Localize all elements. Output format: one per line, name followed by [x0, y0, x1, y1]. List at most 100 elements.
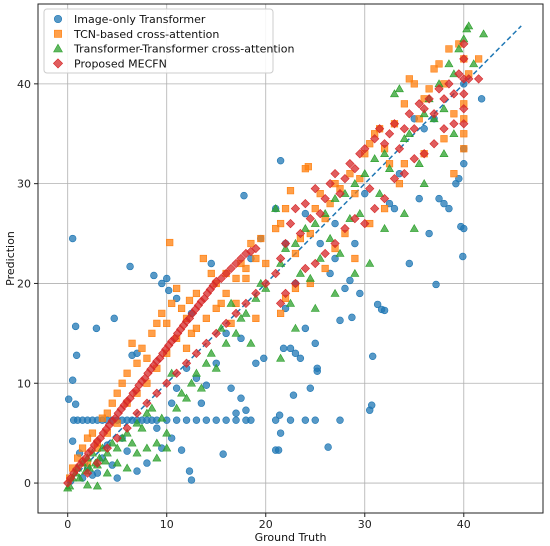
data-point: [162, 443, 172, 452]
x-tick-label: 0: [64, 518, 71, 531]
data-point: [330, 169, 340, 179]
data-point: [182, 393, 192, 402]
data-point: [191, 348, 202, 358]
data-point: [340, 174, 350, 184]
data-point: [112, 443, 122, 452]
data-point: [281, 204, 290, 213]
data-point: [300, 198, 310, 209]
legend-label: Proposed MECFN: [74, 57, 167, 70]
data-point: [276, 309, 285, 317]
data-point: [316, 239, 324, 248]
data-point: [444, 79, 454, 89]
data-point: [108, 399, 116, 407]
data-point: [346, 276, 354, 285]
data-point: [384, 129, 395, 139]
data-point: [275, 411, 284, 419]
data-point: [361, 189, 369, 198]
x-tick-label: 30: [358, 518, 372, 531]
data-point: [459, 252, 467, 261]
data-point: [475, 55, 483, 63]
data-point: [143, 354, 151, 362]
data-point: [449, 119, 459, 129]
data-point: [404, 109, 414, 119]
data-point: [310, 303, 320, 312]
data-point: [182, 416, 191, 424]
data-point: [330, 194, 340, 202]
data-point: [340, 223, 350, 234]
data-point: [425, 229, 433, 238]
data-point: [92, 481, 102, 490]
data-point: [295, 268, 305, 277]
data-point: [271, 268, 281, 279]
data-point: [479, 29, 489, 38]
data-point: [389, 89, 399, 98]
data-point: [168, 299, 176, 308]
data-point: [415, 194, 423, 203]
data-point: [110, 314, 118, 323]
data-point: [405, 259, 414, 268]
data-point: [400, 160, 408, 168]
data-point: [445, 204, 453, 213]
data-point: [148, 329, 156, 337]
data-point: [222, 416, 230, 424]
data-point: [128, 339, 136, 347]
data-point: [112, 433, 122, 443]
data-point: [216, 273, 226, 284]
data-point: [306, 229, 314, 238]
data-point: [132, 418, 142, 427]
data-point: [360, 218, 370, 229]
data-point: [68, 437, 77, 445]
data-point: [202, 314, 210, 322]
data-point: [301, 324, 310, 333]
data-point: [162, 428, 172, 437]
data-point: [409, 124, 419, 134]
data-point: [247, 239, 255, 248]
data-point: [325, 233, 335, 242]
data-point: [212, 304, 220, 313]
data-point: [172, 403, 182, 412]
data-point: [460, 130, 468, 138]
data-point: [345, 159, 355, 169]
data-point: [326, 200, 334, 208]
data-point: [173, 284, 181, 293]
data-point: [445, 45, 453, 53]
data-point: [390, 204, 399, 213]
data-point: [177, 446, 186, 454]
data-point: [211, 328, 221, 338]
y-tick-label: 0: [24, 477, 31, 490]
data-point: [370, 203, 380, 214]
data-point: [181, 358, 192, 368]
data-point: [82, 468, 93, 478]
data-point: [102, 468, 112, 477]
data-point: [400, 100, 408, 108]
legend-box: [43, 8, 274, 74]
data-point: [324, 443, 332, 451]
data-point: [165, 286, 173, 295]
data-point: [251, 243, 261, 254]
data-point: [276, 429, 285, 437]
data-point: [252, 254, 260, 263]
data-point: [341, 284, 349, 293]
data-point: [158, 309, 166, 317]
y-axis-label: Prediction: [4, 231, 17, 286]
data-point: [460, 145, 468, 153]
data-point: [172, 384, 181, 392]
data-point: [305, 213, 315, 224]
data-point: [399, 134, 409, 143]
data-point: [172, 368, 182, 378]
data-point: [279, 344, 288, 353]
data-point: [219, 450, 227, 458]
data-point: [435, 60, 443, 68]
data-point: [450, 170, 458, 178]
data-point: [236, 253, 246, 264]
data-point: [172, 416, 181, 424]
data-point: [474, 74, 484, 84]
data-point: [379, 139, 390, 149]
x-tick-label: 20: [259, 518, 273, 531]
data-point: [147, 403, 157, 412]
data-point: [122, 423, 132, 433]
data-point: [350, 213, 360, 224]
grid-lines: [38, 4, 543, 513]
data-point: [430, 65, 438, 73]
legend-marker: [52, 58, 64, 69]
